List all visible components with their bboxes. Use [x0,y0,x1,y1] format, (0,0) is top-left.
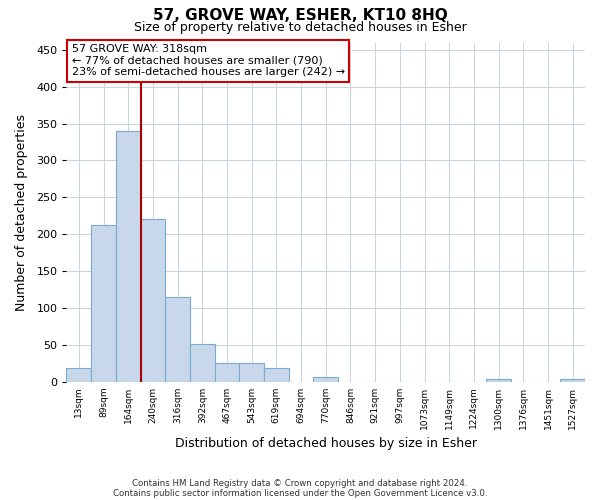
Bar [313,376,338,382]
Bar [190,344,215,382]
Bar [486,380,511,382]
Text: Contains HM Land Registry data © Crown copyright and database right 2024.: Contains HM Land Registry data © Crown c… [132,478,468,488]
Text: Size of property relative to detached houses in Esher: Size of property relative to detached ho… [134,21,466,34]
Bar [239,363,264,382]
Y-axis label: Number of detached properties: Number of detached properties [15,114,28,310]
Bar [215,362,239,382]
Text: 57 GROVE WAY: 318sqm
← 77% of detached houses are smaller (790)
23% of semi-deta: 57 GROVE WAY: 318sqm ← 77% of detached h… [71,44,345,78]
Bar [165,297,190,382]
Bar [91,224,116,382]
Text: 57, GROVE WAY, ESHER, KT10 8HQ: 57, GROVE WAY, ESHER, KT10 8HQ [152,8,448,22]
Bar [560,380,585,382]
Text: Contains public sector information licensed under the Open Government Licence v3: Contains public sector information licen… [113,488,487,498]
Bar [116,131,140,382]
Bar [140,218,165,382]
Bar [67,368,91,382]
X-axis label: Distribution of detached houses by size in Esher: Distribution of detached houses by size … [175,437,477,450]
Bar [264,368,289,382]
